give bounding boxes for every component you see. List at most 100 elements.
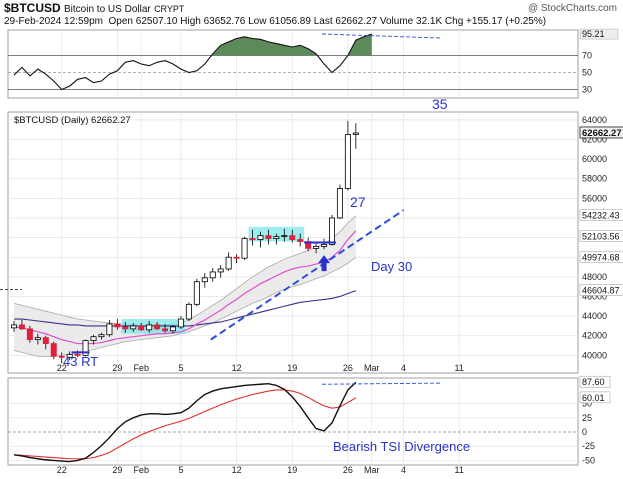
ma50-line (14, 290, 357, 327)
candle (265, 235, 272, 239)
x-tick-label: 29 (112, 465, 122, 475)
y-tick-label: 42000 (582, 331, 607, 341)
x-tick-label: 5 (178, 363, 183, 373)
y-tick-label: 50 (582, 399, 592, 409)
candle (154, 324, 161, 330)
y-tick-label: 60000 (582, 154, 607, 164)
x-tick-label: 11 (455, 363, 464, 373)
x-tick-label: 26 (343, 465, 353, 475)
candle (321, 244, 328, 247)
y-tick-label: 40000 (582, 350, 607, 360)
x-tick-label: Feb (133, 465, 149, 475)
y-tick-label: 70 (582, 51, 592, 61)
y-tick-label: 64000 (582, 115, 607, 125)
candle (106, 323, 113, 336)
candle (201, 277, 208, 283)
candle (177, 318, 184, 328)
x-tick-label: 4 (401, 465, 406, 475)
y-tick-label: -50 (582, 455, 595, 465)
candle (82, 340, 89, 356)
value-label: 54232.43 (582, 211, 620, 221)
price-legend: $BTCUSD (Daily) 62662.27 (14, 115, 131, 126)
tsi-value-box (579, 391, 611, 404)
x-tick-label: Mar (364, 465, 380, 475)
candle (313, 246, 320, 249)
trendline (210, 209, 405, 341)
candle (122, 326, 129, 330)
value-label-box (579, 230, 623, 242)
value-label: 62662.27 (582, 128, 622, 139)
candle (209, 271, 216, 279)
y-tick-label: 58000 (582, 174, 607, 184)
value-label: 46604.87 (582, 286, 620, 296)
label-43-rt: 43 RT (63, 354, 98, 369)
candle (90, 336, 97, 342)
candle (66, 353, 73, 358)
candle (233, 256, 240, 259)
ema-line (13, 230, 357, 345)
last-value-box (579, 28, 619, 40)
value-label: 49974.68 (582, 252, 620, 262)
x-tick-label: 22 (57, 465, 67, 475)
watermark: @ StockCharts.com (527, 3, 617, 14)
candle (130, 325, 137, 330)
x-tick-label: 29 (112, 363, 122, 373)
candle (249, 238, 256, 240)
value-label-box (579, 126, 623, 139)
label-35: 35 (432, 96, 448, 112)
tsi-value-label: 60.01 (582, 393, 605, 403)
label-tsi-divergence: Bearish TSI Divergence (333, 439, 470, 454)
x-tick-label: 11 (455, 465, 464, 475)
candle (273, 236, 280, 239)
candle (328, 217, 335, 245)
candle (162, 328, 169, 332)
candle (50, 343, 57, 357)
indicator-line (13, 33, 372, 91)
candle (281, 235, 288, 238)
candle (74, 353, 81, 356)
candle (193, 281, 200, 305)
candle (98, 334, 105, 338)
candle (289, 235, 296, 240)
x-tick-label: 22 (57, 363, 67, 373)
overbought-fill (211, 34, 372, 56)
value-label-box (579, 284, 623, 296)
x-tick-label: Feb (133, 363, 149, 373)
day-30-arrow-icon (318, 255, 331, 272)
y-tick-label: 30 (582, 85, 592, 95)
candle (10, 324, 17, 329)
last-value-label: 95.21 (582, 29, 605, 39)
candle (42, 337, 49, 344)
header-stats: 29-Feb-2024 12:59pm Open 62507.10 High 6… (4, 16, 547, 27)
candle (217, 268, 224, 273)
y-tick-label: 56000 (582, 193, 607, 203)
candle (344, 134, 351, 189)
candle (241, 238, 248, 259)
y-tick-label: 44000 (582, 311, 607, 321)
y-tick-label: 46000 (582, 291, 607, 301)
candle (225, 256, 232, 270)
y-tick-label: 25 (582, 413, 592, 423)
candle (336, 188, 343, 219)
tsi-value-label: 87.60 (582, 377, 605, 387)
candle (26, 328, 33, 341)
y-tick-label: 50 (582, 68, 592, 78)
tsi-divergence-line (321, 382, 441, 385)
symbol-title: $BTCUSD Bitcoin to US Dollar CRYPT (4, 1, 185, 15)
x-tick-label: 12 (232, 363, 242, 373)
candle (297, 239, 304, 242)
x-tick-label: 12 (232, 465, 242, 475)
x-tick-label: 19 (287, 465, 297, 475)
x-tick-label: 5 (178, 465, 183, 475)
y-tick-label: 62000 (582, 134, 607, 144)
candle (18, 324, 25, 330)
candle (257, 235, 264, 240)
candle (58, 355, 65, 358)
tsi-signal-line (13, 389, 357, 460)
panel-frame-3 (7, 377, 579, 466)
value-label-box (579, 209, 623, 221)
x-tick-label: 4 (401, 363, 406, 373)
candle (169, 326, 176, 332)
candle (352, 132, 359, 135)
